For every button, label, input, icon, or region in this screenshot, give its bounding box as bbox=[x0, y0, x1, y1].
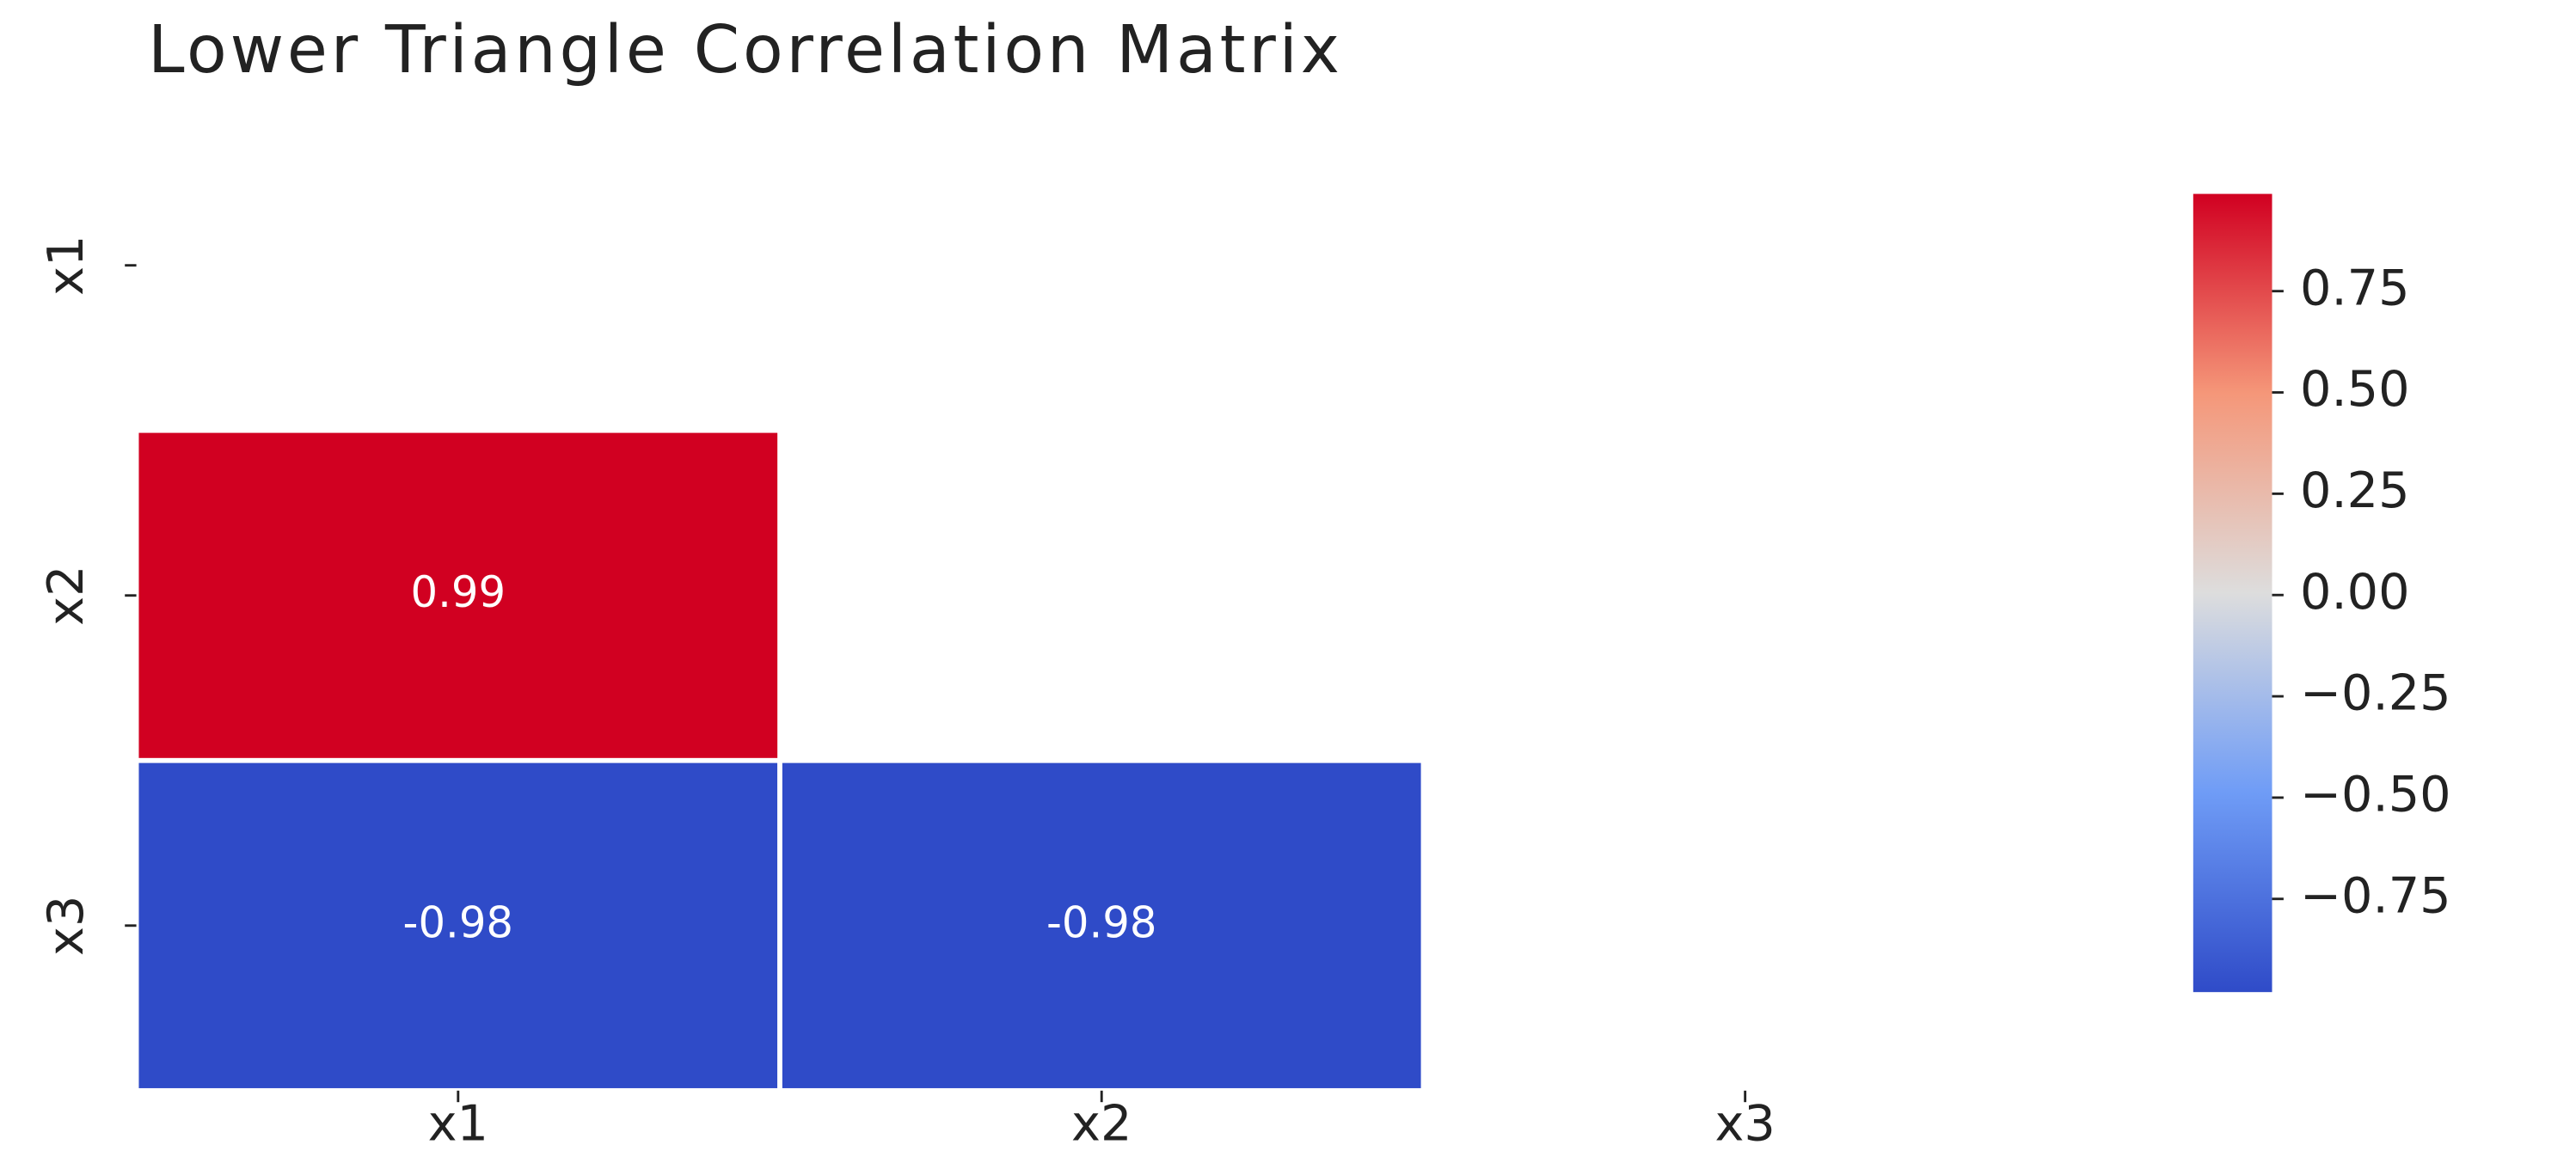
cell-label: -0.98 bbox=[403, 897, 513, 947]
y-tick-label: x2 bbox=[37, 566, 95, 626]
colorbar-tick-label: 0.00 bbox=[2300, 563, 2410, 621]
heatmap-cell bbox=[777, 757, 1426, 1093]
colorbar-tick-label: 0.25 bbox=[2300, 462, 2410, 519]
colorbar-tick-label: −0.25 bbox=[2300, 664, 2451, 722]
y-tick-label: x3 bbox=[37, 896, 95, 956]
cell-label: 0.99 bbox=[411, 567, 506, 617]
heatmap-cell bbox=[133, 757, 782, 1093]
colorbar-tick-label: 0.50 bbox=[2300, 360, 2410, 418]
x-tick-label: x2 bbox=[1071, 1094, 1132, 1152]
colorbar bbox=[2193, 193, 2272, 993]
x-tick-label: x3 bbox=[1714, 1094, 1775, 1152]
y-tick-label: x1 bbox=[37, 235, 95, 295]
colorbar-tick-label: 0.75 bbox=[2300, 259, 2410, 316]
colorbar-tick-label: −0.50 bbox=[2300, 766, 2451, 823]
heatmap-cell bbox=[133, 427, 782, 763]
colorbar-tick-label: −0.75 bbox=[2300, 866, 2451, 924]
x-tick-label: x1 bbox=[428, 1094, 488, 1152]
chart-title: Lower Triangle Correlation Matrix bbox=[148, 12, 1343, 89]
cell-label: -0.98 bbox=[1046, 897, 1156, 947]
